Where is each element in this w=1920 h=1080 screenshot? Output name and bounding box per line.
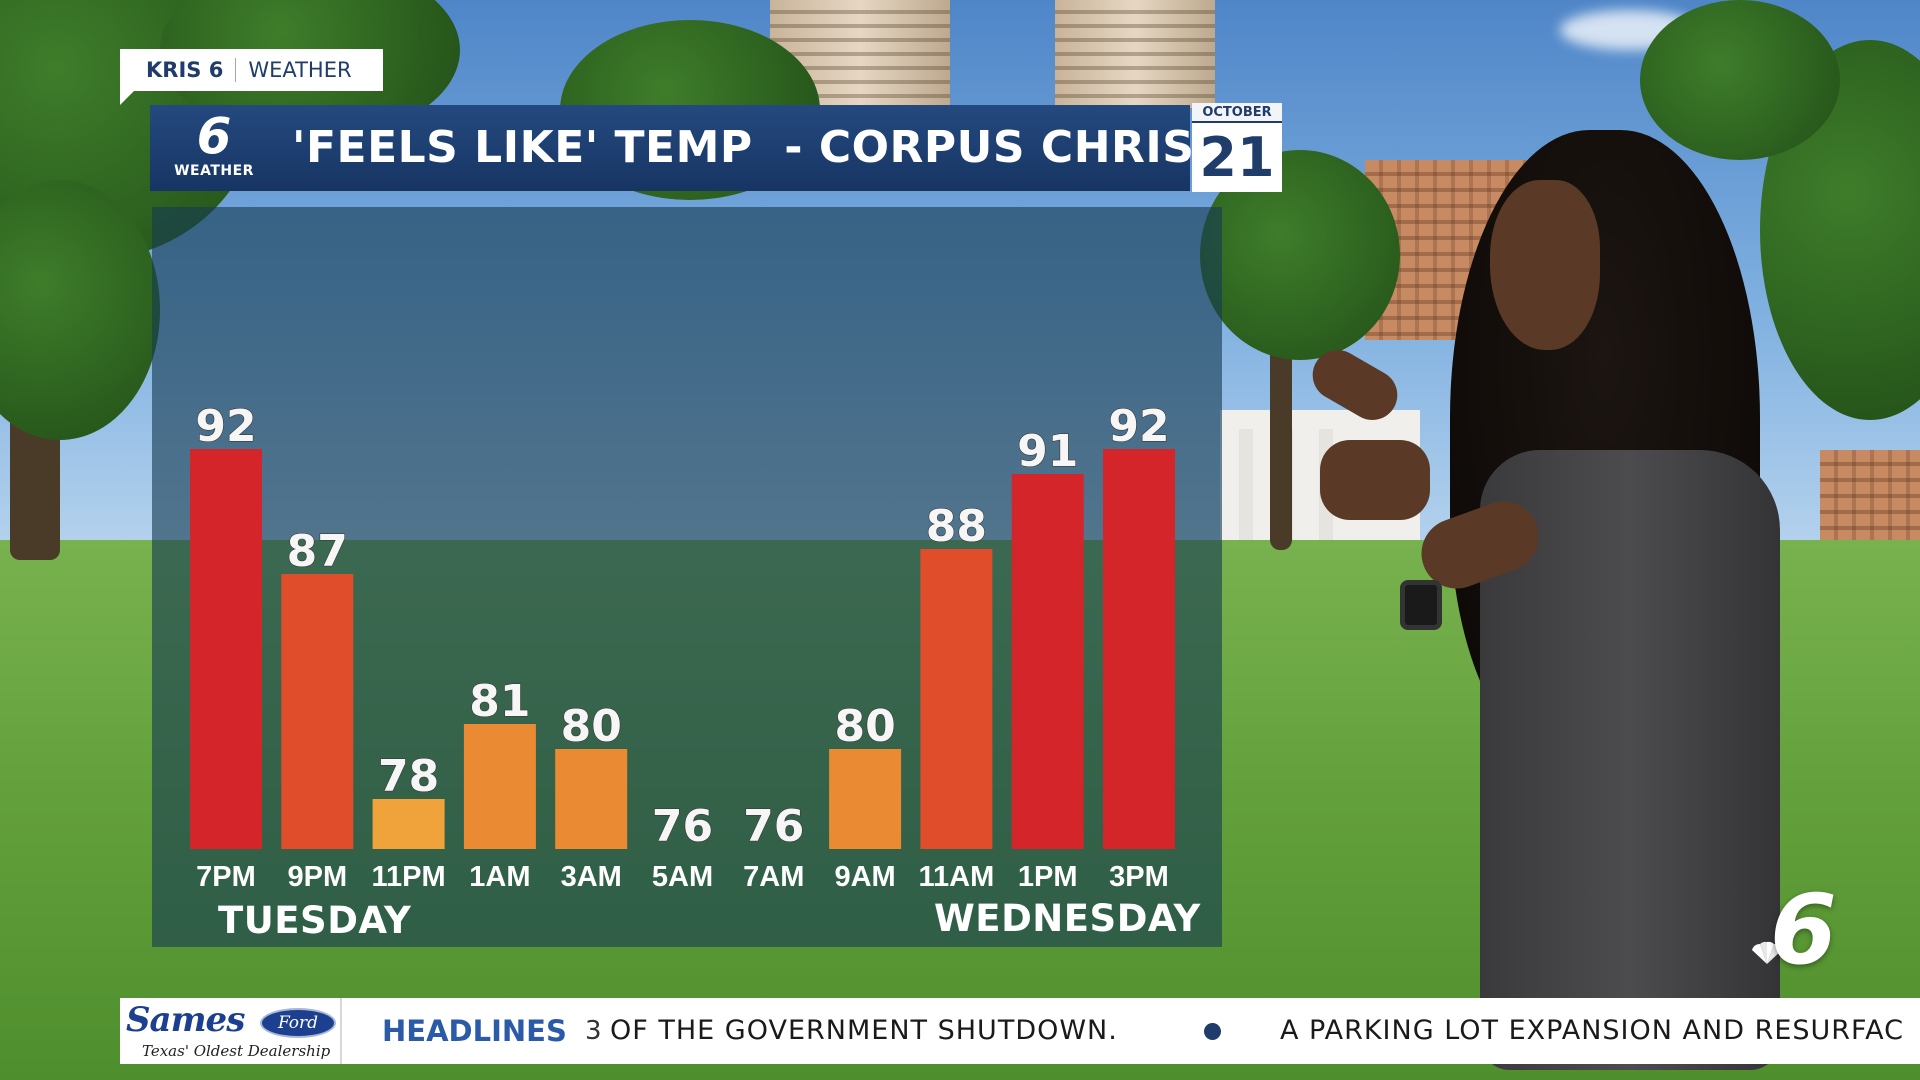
presenter bbox=[1280, 110, 1820, 1070]
tick-label: 9PM bbox=[287, 861, 347, 893]
tick-label: 5AM bbox=[652, 861, 713, 893]
ticker-story: A PARKING LOT EXPANSION AND RESURFAC bbox=[1280, 1015, 1904, 1046]
weather-logo: 6 WEATHER bbox=[168, 109, 260, 187]
date-box: OCTOBER 21 bbox=[1192, 103, 1282, 192]
ticker-fragment: 3 bbox=[585, 1016, 602, 1046]
bar-chart: 92 7PM 87 9PM 78 11PM 81 1AM 80 3AM 76 5AM 76 7AM 80 9A… bbox=[190, 400, 1175, 893]
sponsor-name: Sames bbox=[126, 1000, 245, 1040]
tick-label: 3AM bbox=[561, 861, 622, 893]
station-name: KRIS 6 bbox=[146, 58, 224, 82]
tick-label: 11AM bbox=[919, 861, 995, 893]
value-label: 81 bbox=[469, 676, 530, 727]
tree-canopy bbox=[1640, 0, 1840, 160]
ticker-separator-dot bbox=[1204, 1023, 1221, 1040]
channel-bug: 6 bbox=[1740, 874, 1850, 990]
tick-label: 1PM bbox=[1018, 861, 1078, 893]
chart-panel: 92 7PM 87 9PM 78 11PM 81 1AM 80 3AM 76 5AM 76 7AM 80 9A… bbox=[152, 207, 1222, 947]
bar-11pm bbox=[372, 799, 445, 849]
headlines-label: HEADLINES bbox=[382, 1014, 567, 1048]
day-label-wednesday: WEDNESDAY bbox=[934, 897, 1201, 940]
value-label: 92 bbox=[1108, 401, 1169, 452]
bar-9am bbox=[829, 749, 902, 849]
tick-label: 11PM bbox=[372, 861, 446, 893]
value-label: 80 bbox=[834, 701, 895, 752]
ford-logo: Ford bbox=[260, 1008, 336, 1038]
station-tab: KRIS 6 WEATHER bbox=[120, 49, 383, 91]
bar-7pm bbox=[190, 449, 262, 849]
date-day: 21 bbox=[1199, 126, 1275, 189]
peacock-icon bbox=[1752, 941, 1782, 964]
presenter-hand bbox=[1320, 440, 1430, 520]
title-bar: 6 WEATHER 'FEELS LIKE' TEMP - CORPUS CHR… bbox=[150, 105, 1241, 191]
tick-label: 9AM bbox=[834, 861, 895, 893]
value-label: 88 bbox=[926, 501, 987, 552]
smartwatch bbox=[1400, 580, 1442, 630]
tree-canopy bbox=[0, 180, 160, 440]
date-month: OCTOBER bbox=[1192, 103, 1282, 123]
value-label: 91 bbox=[1017, 426, 1078, 477]
bar-1pm bbox=[1011, 474, 1084, 849]
bar-3am bbox=[555, 749, 628, 849]
bar-9pm bbox=[281, 574, 354, 849]
day-label-tuesday: TUESDAY bbox=[218, 899, 412, 942]
logo-number: 6 bbox=[196, 107, 232, 165]
sponsor-logo: Sames Ford Texas' Oldest Dealership bbox=[120, 998, 342, 1064]
value-label: 78 bbox=[378, 751, 439, 802]
bar-3pm bbox=[1103, 449, 1175, 849]
value-label: 92 bbox=[195, 401, 256, 452]
bar-11am bbox=[920, 549, 993, 849]
tick-label: 3PM bbox=[1109, 861, 1169, 893]
tab-notch bbox=[120, 91, 134, 105]
news-ticker: Sames Ford Texas' Oldest Dealership HEAD… bbox=[120, 998, 1920, 1064]
ticker-story: OF THE GOVERNMENT SHUTDOWN. bbox=[610, 1015, 1118, 1046]
tick-label: 7PM bbox=[196, 861, 256, 893]
value-label: 76 bbox=[652, 801, 713, 852]
tower-building bbox=[1055, 0, 1215, 110]
tick-label: 7AM bbox=[743, 861, 804, 893]
tree-trunk bbox=[1270, 300, 1292, 550]
tick-label: 1AM bbox=[469, 861, 530, 893]
graphic-title: 'FEELS LIKE' TEMP - CORPUS CHRISTI bbox=[292, 122, 1242, 173]
low-building bbox=[1820, 450, 1920, 540]
channel-number: 6 bbox=[1770, 874, 1837, 986]
bar-1am bbox=[463, 724, 536, 849]
value-label: 87 bbox=[287, 526, 348, 577]
section-name: WEATHER bbox=[248, 58, 352, 82]
logo-label: WEATHER bbox=[174, 163, 254, 179]
tab-divider bbox=[235, 58, 237, 82]
value-label: 76 bbox=[743, 801, 804, 852]
sponsor-tagline: Texas' Oldest Dealership bbox=[142, 1042, 331, 1060]
presenter-face bbox=[1490, 180, 1600, 350]
value-label: 80 bbox=[561, 701, 622, 752]
presenter-hand bbox=[1303, 340, 1407, 430]
